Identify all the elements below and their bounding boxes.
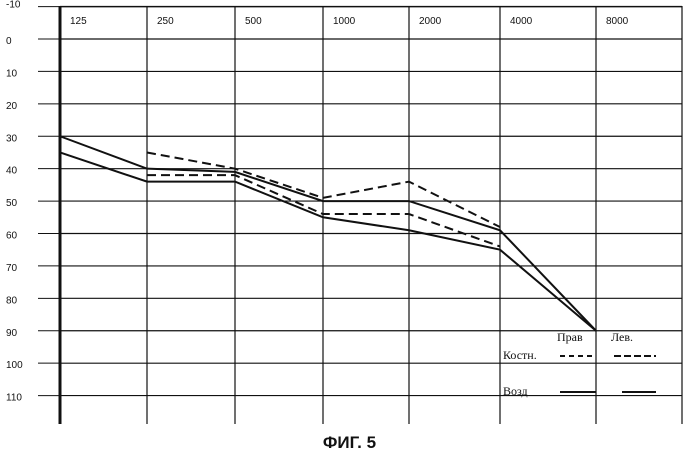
y-tick-label: 80 xyxy=(6,295,18,306)
legend-row-air-label: Возд xyxy=(503,384,528,398)
x-tick-label: 4000 xyxy=(510,16,533,27)
grid xyxy=(38,6,682,424)
figure-caption: ФИГ. 5 xyxy=(0,433,699,453)
x-tick-label: 250 xyxy=(157,16,174,27)
y-tick-label: 110 xyxy=(6,393,22,404)
x-tick-label: 500 xyxy=(245,16,262,27)
x-tick-label: 125 xyxy=(70,16,87,27)
legend-col-left-label: Лев. xyxy=(611,330,633,344)
x-tick-labels: 125 250 500 1000 2000 4000 8000 xyxy=(70,16,629,27)
y-tick-label: 90 xyxy=(6,328,18,339)
legend-row-bone-label: Костн. xyxy=(503,348,537,362)
series-line-4 xyxy=(60,152,596,330)
y-tick-labels: -10 0 10 20 30 40 50 60 70 80 90 100 110 xyxy=(6,0,23,404)
y-tick-label: 60 xyxy=(6,231,18,242)
y-tick-label: 30 xyxy=(6,133,18,144)
y-tick-label: 0 xyxy=(6,36,12,47)
y-tick-label: 50 xyxy=(6,198,18,209)
audiogram-chart: 125 250 500 1000 2000 4000 8000 -10 0 10 20 30 40 50… xyxy=(0,0,699,430)
y-tick-label: -10 xyxy=(6,0,21,11)
y-tick-label: 70 xyxy=(6,263,18,274)
y-tick-label: 40 xyxy=(6,166,18,177)
y-tick-label: 100 xyxy=(6,360,23,371)
x-tick-label: 1000 xyxy=(333,16,356,27)
y-tick-label: 20 xyxy=(6,101,18,112)
legend: Прав Лев. Костн. Возд xyxy=(503,330,656,398)
x-tick-label: 2000 xyxy=(419,16,442,27)
x-tick-label: 8000 xyxy=(606,16,629,27)
legend-col-right-label: Прав xyxy=(557,330,583,344)
y-tick-label: 10 xyxy=(6,68,18,79)
